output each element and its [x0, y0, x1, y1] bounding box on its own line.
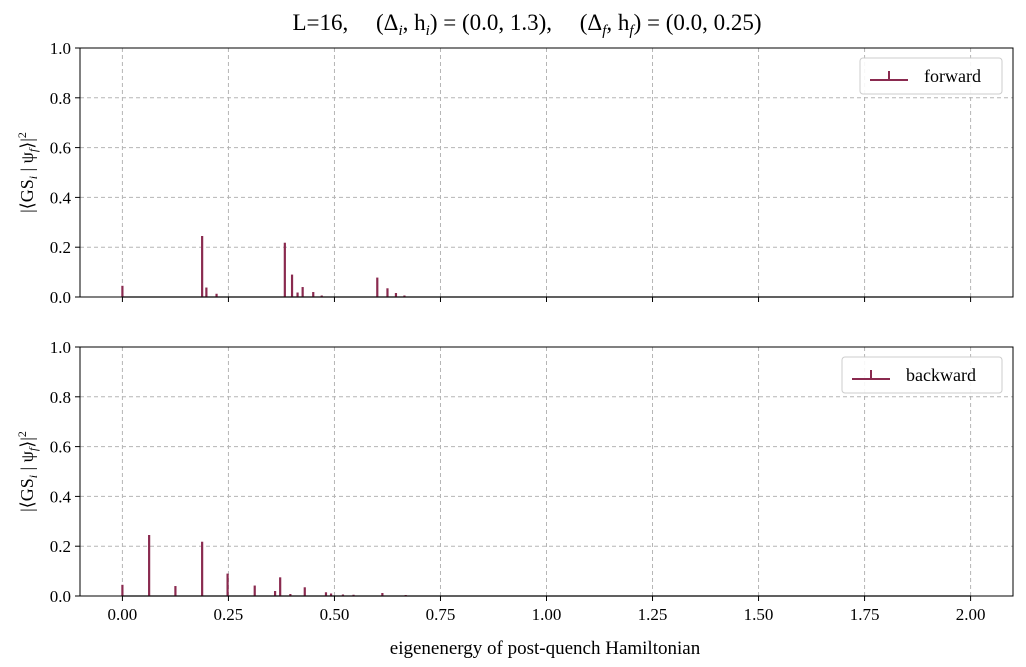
- x-tick-label: 0.50: [320, 605, 350, 624]
- y-axis-label: |⟨GSi | ψf⟩|2: [15, 431, 40, 512]
- x-tick-label: 0.75: [426, 605, 456, 624]
- x-tick-label: 1.25: [638, 605, 668, 624]
- y-tick-label: 0.4: [50, 487, 72, 506]
- legend-label: backward: [906, 365, 976, 385]
- y-tick-label: 0.8: [50, 388, 71, 407]
- x-tick-label: 1.00: [532, 605, 562, 624]
- x-tick-label: 0.00: [108, 605, 138, 624]
- y-tick-label: 1.0: [50, 338, 71, 357]
- legend-box: [841, 356, 1003, 394]
- chart-title: L=16, (Δi, hi) = (0.0, 1.3), (Δf, hf) = …: [292, 10, 761, 39]
- x-axis-label: eigenenergy of post-quench Hamiltonian: [390, 638, 701, 659]
- y-tick-label: 0.2: [50, 537, 71, 556]
- x-tick-label: 0.25: [214, 605, 244, 624]
- y-tick-label: 0.6: [50, 139, 71, 158]
- y-tick-label: 1.0: [50, 39, 71, 58]
- y-tick-label: 0.0: [50, 288, 71, 307]
- x-tick-label: 2.00: [956, 605, 986, 624]
- bottom-panel: 0.0 0.2 0.4 0.6 0.8 1.0 0.00 0.25 0.50 0.75 1.00 1.…: [15, 338, 1014, 624]
- legend-box: [859, 57, 1003, 95]
- y-axis-label: |⟨GSi | ψf⟩|2: [15, 132, 40, 213]
- y-tick-label: 0.8: [50, 89, 71, 108]
- top-panel: 0.0 0.2 0.4 0.6 0.8 1.0 |⟨GSi | ψf⟩|2 forward: [15, 39, 1014, 307]
- x-tick-label: 1.75: [850, 605, 880, 624]
- y-tick-label: 0.4: [50, 188, 72, 207]
- y-tick-label: 0.0: [50, 587, 71, 606]
- x-tick-label: 1.50: [744, 605, 774, 624]
- y-tick-label: 0.2: [50, 238, 71, 257]
- y-tick-label: 0.6: [50, 438, 71, 457]
- legend-label: forward: [924, 66, 981, 86]
